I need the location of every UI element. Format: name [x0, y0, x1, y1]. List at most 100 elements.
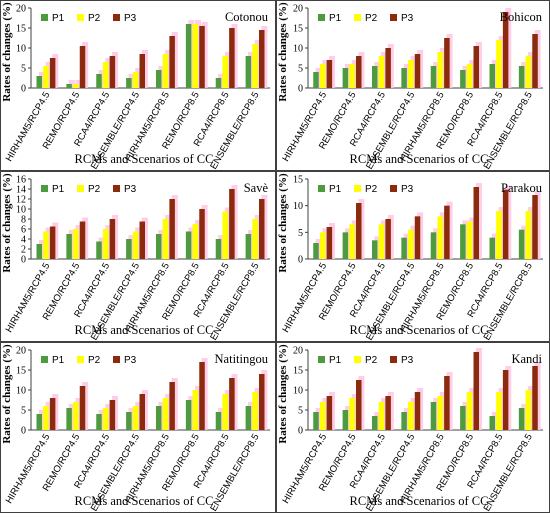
legend-label-p1: P1	[52, 184, 65, 195]
chart-title: Natitingou	[215, 352, 269, 366]
bar-p2-4	[132, 406, 139, 430]
legend-swatch-p2	[354, 14, 361, 21]
y-tick-label: 4	[21, 235, 26, 246]
y-tick-label: 15	[293, 366, 303, 377]
bar-p1-2	[342, 410, 349, 430]
bar-p1-2	[342, 232, 349, 259]
bar-p1-3	[96, 74, 102, 88]
bar-p3-2	[356, 380, 362, 430]
y-tick-label: 0	[298, 255, 303, 266]
bar-p3-4	[414, 54, 421, 88]
bar-p2-3	[102, 229, 109, 259]
bar-p3-3	[385, 48, 391, 88]
y-tick-label: 10	[293, 386, 303, 397]
y-tick-label: 8	[21, 215, 26, 226]
bar-p3-4	[139, 221, 146, 259]
bar-p3-5	[169, 199, 175, 259]
bar-p2-8	[252, 219, 258, 259]
bar-p3-8	[259, 199, 265, 259]
bar-p3-3	[109, 400, 116, 430]
bar-p1-2	[66, 408, 72, 430]
bar-p1-4	[401, 412, 407, 430]
bar-p2-6	[192, 390, 199, 430]
bar-p1-4	[126, 239, 132, 259]
bar-p2-3	[102, 62, 109, 88]
y-axis-label: Rates of changes (%)	[1, 344, 13, 444]
bar-p3-2	[79, 46, 86, 88]
y-axis-label: Rates of changes (%)	[277, 344, 289, 444]
legend-swatch-p1	[318, 185, 325, 192]
chart-title: Parakou	[501, 181, 543, 195]
bar-p3-7	[229, 378, 235, 430]
bar-p3-1	[49, 58, 56, 88]
bar-p3-2	[79, 386, 86, 430]
bar-p3-5	[169, 382, 175, 430]
bar-p3-4	[414, 392, 421, 430]
y-tick-label: 20	[293, 4, 303, 15]
legend-label-p3: P3	[124, 355, 137, 366]
bar-p3-6	[199, 26, 205, 88]
bar-p2-8	[252, 44, 258, 88]
bar-p1-5	[430, 232, 437, 259]
bar-p1-6	[460, 70, 466, 88]
bar-p3-2	[79, 221, 86, 259]
legend-swatch-p3	[113, 14, 120, 21]
bar-p2-7	[496, 392, 502, 430]
bar-p2-5	[437, 52, 443, 88]
legend-label-p3: P3	[124, 184, 137, 195]
y-tick-label: 20	[16, 4, 26, 15]
bar-p1-6	[460, 406, 466, 430]
y-tick-label: 0	[298, 84, 303, 95]
x-axis-label: RCMs and Scenarios of CC	[350, 152, 489, 166]
bar-p1-7	[489, 64, 495, 88]
panel-border	[0, 0, 276, 171]
y-tick-label: 5	[298, 406, 303, 417]
chart-title: Savè	[244, 181, 269, 195]
x-axis-label: RCMs and Scenarios of CC	[75, 152, 214, 166]
bar-p1-3	[371, 416, 378, 430]
bar-p3-8	[532, 34, 538, 88]
bar-p2-6	[192, 24, 199, 88]
legend-swatch-p1	[41, 185, 48, 192]
bar-p3-6	[473, 187, 480, 259]
legend-swatch-p2	[77, 14, 84, 21]
bar-p2-1	[43, 231, 49, 259]
y-axis-label: Rates of changes (%)	[277, 2, 289, 102]
bar-p1-6	[185, 24, 192, 88]
legend-label-p3: P3	[401, 13, 414, 24]
bar-p1-7	[489, 237, 495, 259]
bar-p2-8	[525, 211, 532, 259]
bar-p2-6	[466, 221, 473, 259]
bar-p2-7	[496, 40, 502, 88]
bar-p2-3	[102, 408, 109, 430]
bar-p1-1	[313, 72, 319, 88]
bar-p3-7	[502, 189, 509, 259]
legend-swatch-p2	[77, 185, 84, 192]
y-tick-label: 15	[293, 24, 303, 35]
bar-p2-1	[319, 64, 326, 88]
bar-p3-5	[444, 376, 450, 430]
legend-swatch-p2	[354, 356, 361, 363]
bar-p3-3	[385, 219, 391, 259]
bar-p2-3	[378, 224, 385, 259]
bar-p2-6	[192, 224, 199, 259]
legend-label-p1: P1	[52, 355, 65, 366]
bar-p3-2	[356, 56, 362, 88]
bar-p1-7	[215, 412, 222, 430]
legend-swatch-p3	[390, 185, 397, 192]
bar-p2-2	[73, 402, 79, 430]
bar-p1-3	[371, 240, 378, 259]
legend-swatch-p3	[390, 356, 397, 363]
y-tick-label: 10	[293, 201, 303, 212]
legend-label-p1: P1	[329, 184, 342, 195]
bar-p3-2	[356, 203, 362, 259]
y-tick-label: 15	[293, 175, 303, 186]
y-tick-label: 2	[21, 245, 26, 256]
legend-label-p2: P2	[88, 13, 101, 24]
legend-label-p3: P3	[124, 13, 137, 24]
legend-label-p3: P3	[401, 184, 414, 195]
bar-p2-2	[349, 224, 355, 259]
legend-label-p2: P2	[88, 355, 101, 366]
legend-label-p2: P2	[88, 184, 101, 195]
